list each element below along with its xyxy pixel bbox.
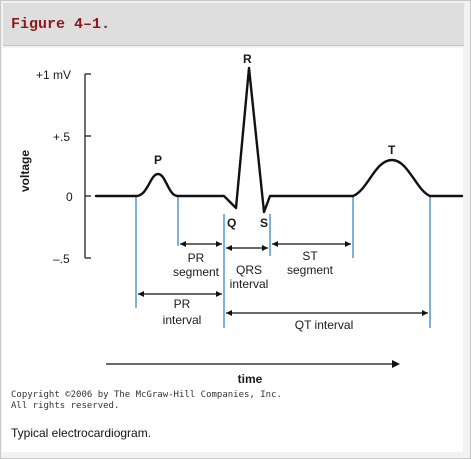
tick-label-neg-half: –.5 — [53, 252, 70, 266]
pr-interval-label-line1: PR — [174, 297, 191, 311]
figure-panel — [2, 48, 463, 452]
st-segment-label-line1: ST — [302, 249, 318, 263]
wave-label-q: Q — [227, 216, 236, 230]
ecg-trace — [94, 66, 464, 214]
copyright-notice: Copyright ©2006 by The McGraw-Hill Compa… — [11, 390, 282, 411]
qrs-interval-label-line1: QRS — [236, 263, 262, 277]
wave-label-p: P — [154, 153, 162, 167]
interval-labels: PR segment QRS interval ST segment PR in… — [163, 249, 354, 332]
interval-arrows — [106, 241, 428, 368]
y-axis-label: voltage — [18, 150, 32, 192]
figure-caption: Typical electrocardiogram. — [11, 426, 152, 440]
x-axis-label: time — [238, 372, 263, 386]
wave-label-t: T — [388, 143, 396, 157]
marker-lines — [135, 196, 431, 328]
tick-label-zero: 0 — [66, 190, 73, 204]
pr-segment-label-line2: segment — [173, 265, 220, 279]
tick-label-half: +.5 — [53, 130, 70, 144]
pr-interval-label-line2: interval — [163, 313, 202, 327]
wave-label-s: S — [260, 216, 268, 230]
pr-segment-label-line1: PR — [188, 251, 205, 265]
st-segment-label-line2: segment — [287, 263, 334, 277]
tick-label-1mv: +1 mV — [36, 68, 71, 82]
figure-title: Figure 4–1. — [11, 16, 111, 33]
wave-label-r: R — [243, 52, 252, 66]
qrs-interval-label-line2: interval — [230, 277, 269, 291]
y-axis — [84, 73, 91, 259]
figure-header: Figure 4–1. — [3, 3, 464, 46]
qt-interval-label: QT interval — [295, 318, 353, 332]
